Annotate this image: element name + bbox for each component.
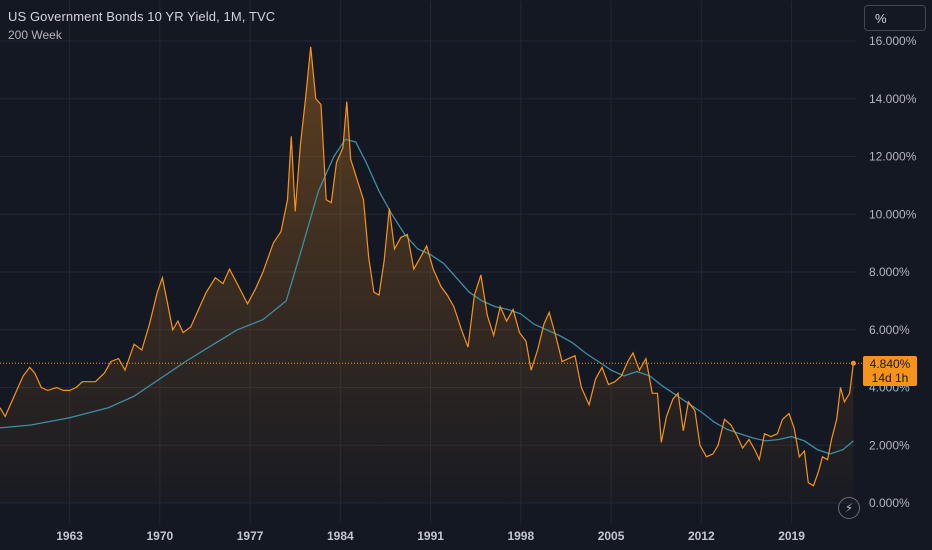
last-price-badge: 4.840% 14d 1h (863, 356, 917, 386)
y-tick-label: 14.000% (869, 92, 917, 106)
candle-countdown: 14d 1h (871, 371, 909, 385)
chart-title: US Government Bonds 10 YR Yield, 1M, TVC (8, 9, 276, 24)
x-tick-label: 1963 (56, 529, 83, 543)
lightning-icon[interactable]: ⚡ (838, 497, 860, 519)
y-axis[interactable]: 0.000%2.000%4.000%6.000%8.000%10.000%12.… (869, 34, 917, 510)
x-tick-label: 1970 (147, 529, 174, 543)
x-tick-label: 2012 (688, 529, 715, 543)
yield-area-fill (0, 46, 854, 504)
ma-200-week-line (0, 138, 854, 455)
y-tick-label: 8.000% (869, 265, 910, 279)
x-tick-label: 2019 (778, 529, 805, 543)
percent-unit-button[interactable]: % (864, 5, 926, 31)
x-tick-label: 1991 (417, 529, 444, 543)
y-tick-label: 10.000% (869, 207, 917, 221)
y-tick-label: 16.000% (869, 34, 917, 48)
last-price-dot (850, 360, 856, 366)
yield-line (0, 46, 854, 487)
x-tick-label: 1984 (327, 529, 354, 543)
y-tick-label: 12.000% (869, 150, 917, 164)
x-tick-label: 2005 (598, 529, 625, 543)
x-tick-label: 1977 (237, 529, 264, 543)
x-tick-label: 1998 (507, 529, 534, 543)
ma-indicator-label[interactable]: 200 Week (8, 28, 62, 42)
y-tick-label: 6.000% (869, 323, 910, 337)
last-price-value: 4.840% (869, 357, 911, 371)
y-tick-label: 0.000% (869, 496, 910, 510)
x-axis[interactable]: 1963 1970 1977 1984 1991 1998 2005 2012 2019 (56, 529, 805, 543)
y-tick-label: 2.000% (869, 438, 910, 452)
